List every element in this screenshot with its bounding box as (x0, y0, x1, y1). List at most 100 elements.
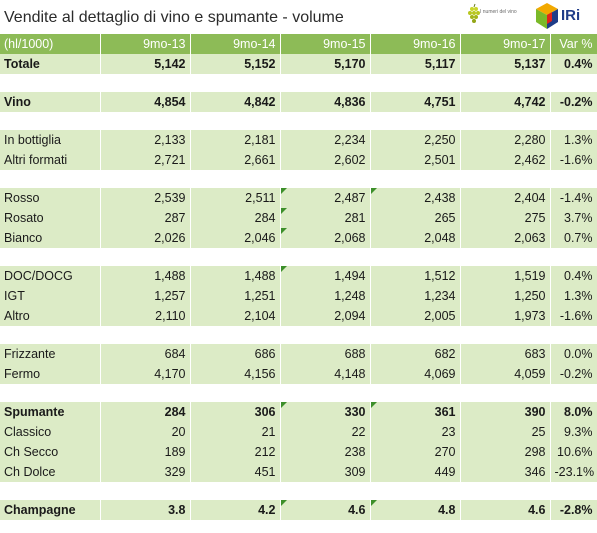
value-cell[interactable] (280, 384, 371, 402)
value-cell[interactable] (460, 112, 551, 130)
value-cell[interactable] (190, 170, 281, 188)
row-label[interactable]: Totale (0, 54, 101, 74)
var-percent-cell[interactable] (550, 482, 597, 500)
value-cell[interactable]: 284 (100, 402, 191, 422)
value-cell[interactable]: 309 (280, 462, 371, 482)
column-header[interactable]: 9mo-15 (280, 34, 371, 54)
row-label[interactable]: Ch Dolce (0, 462, 101, 482)
value-cell[interactable]: 2,234 (280, 130, 371, 150)
value-cell[interactable]: 4,842 (190, 92, 281, 112)
row-label[interactable] (0, 384, 101, 402)
value-cell[interactable]: 5,152 (190, 54, 281, 74)
value-cell[interactable]: 2,133 (100, 130, 191, 150)
value-cell[interactable]: 682 (370, 344, 461, 364)
value-cell[interactable]: 361 (370, 402, 461, 422)
var-percent-cell[interactable] (550, 170, 597, 188)
value-cell[interactable]: 2,048 (370, 228, 461, 248)
value-cell[interactable]: 2,110 (100, 306, 191, 326)
value-cell[interactable]: 21 (190, 422, 281, 442)
column-header[interactable]: 9mo-16 (370, 34, 461, 54)
value-cell[interactable]: 2,438 (370, 188, 461, 208)
row-label[interactable] (0, 482, 101, 500)
value-cell[interactable]: 1,251 (190, 286, 281, 306)
value-cell[interactable]: 238 (280, 442, 371, 462)
var-percent-cell[interactable]: -0.2% (550, 364, 597, 384)
row-label[interactable]: Champagne (0, 500, 101, 520)
value-cell[interactable]: 4,742 (460, 92, 551, 112)
var-percent-cell[interactable]: 1.3% (550, 286, 597, 306)
value-cell[interactable]: 2,068 (280, 228, 371, 248)
value-cell[interactable]: 4,854 (100, 92, 191, 112)
row-label[interactable]: Classico (0, 422, 101, 442)
value-cell[interactable]: 4,156 (190, 364, 281, 384)
row-label[interactable]: Rosato (0, 208, 101, 228)
value-cell[interactable]: 4.2 (190, 500, 281, 520)
value-cell[interactable]: 2,721 (100, 150, 191, 170)
value-cell[interactable] (370, 74, 461, 92)
row-label[interactable]: In bottiglia (0, 130, 101, 150)
value-cell[interactable] (370, 248, 461, 266)
value-cell[interactable]: 2,063 (460, 228, 551, 248)
value-cell[interactable]: 2,602 (280, 150, 371, 170)
value-cell[interactable]: 4.6 (280, 500, 371, 520)
value-cell[interactable]: 2,280 (460, 130, 551, 150)
value-cell[interactable]: 2,005 (370, 306, 461, 326)
value-cell[interactable]: 451 (190, 462, 281, 482)
value-cell[interactable]: 4,148 (280, 364, 371, 384)
value-cell[interactable]: 2,487 (280, 188, 371, 208)
value-cell[interactable] (460, 384, 551, 402)
value-cell[interactable]: 2,181 (190, 130, 281, 150)
value-cell[interactable]: 329 (100, 462, 191, 482)
var-percent-cell[interactable]: 0.4% (550, 54, 597, 74)
value-cell[interactable]: 5,170 (280, 54, 371, 74)
value-cell[interactable]: 284 (190, 208, 281, 228)
column-header[interactable]: 9mo-17 (460, 34, 551, 54)
value-cell[interactable]: 4,069 (370, 364, 461, 384)
value-cell[interactable]: 4,170 (100, 364, 191, 384)
value-cell[interactable]: 2,104 (190, 306, 281, 326)
value-cell[interactable]: 390 (460, 402, 551, 422)
var-percent-cell[interactable]: -1.6% (550, 306, 597, 326)
value-cell[interactable]: 1,512 (370, 266, 461, 286)
value-cell[interactable]: 2,046 (190, 228, 281, 248)
value-cell[interactable]: 2,250 (370, 130, 461, 150)
value-cell[interactable] (100, 248, 191, 266)
value-cell[interactable]: 1,519 (460, 266, 551, 286)
value-cell[interactable]: 2,501 (370, 150, 461, 170)
var-percent-cell[interactable]: 0.0% (550, 344, 597, 364)
value-cell[interactable]: 2,511 (190, 188, 281, 208)
row-label[interactable] (0, 112, 101, 130)
value-cell[interactable]: 5,117 (370, 54, 461, 74)
value-cell[interactable] (190, 74, 281, 92)
value-cell[interactable]: 5,137 (460, 54, 551, 74)
value-cell[interactable]: 4,059 (460, 364, 551, 384)
value-cell[interactable]: 1,257 (100, 286, 191, 306)
var-percent-cell[interactable]: 0.4% (550, 266, 597, 286)
row-label[interactable] (0, 326, 101, 344)
value-cell[interactable]: 2,661 (190, 150, 281, 170)
var-percent-cell[interactable]: 0.7% (550, 228, 597, 248)
value-cell[interactable] (100, 326, 191, 344)
value-cell[interactable] (100, 112, 191, 130)
row-label[interactable] (0, 170, 101, 188)
value-cell[interactable]: 189 (100, 442, 191, 462)
value-cell[interactable]: 1,248 (280, 286, 371, 306)
var-percent-cell[interactable]: -0.2% (550, 92, 597, 112)
value-cell[interactable]: 2,094 (280, 306, 371, 326)
value-cell[interactable]: 686 (190, 344, 281, 364)
value-cell[interactable] (100, 384, 191, 402)
value-cell[interactable]: 449 (370, 462, 461, 482)
value-cell[interactable] (370, 482, 461, 500)
value-cell[interactable] (190, 482, 281, 500)
row-label[interactable] (0, 248, 101, 266)
var-percent-cell[interactable] (550, 74, 597, 92)
value-cell[interactable] (370, 170, 461, 188)
var-percent-cell[interactable] (550, 326, 597, 344)
value-cell[interactable]: 22 (280, 422, 371, 442)
value-cell[interactable] (280, 326, 371, 344)
value-cell[interactable] (280, 112, 371, 130)
row-label[interactable]: Spumante (0, 402, 101, 422)
column-header[interactable]: 9mo-14 (190, 34, 281, 54)
value-cell[interactable] (280, 482, 371, 500)
value-cell[interactable] (370, 112, 461, 130)
